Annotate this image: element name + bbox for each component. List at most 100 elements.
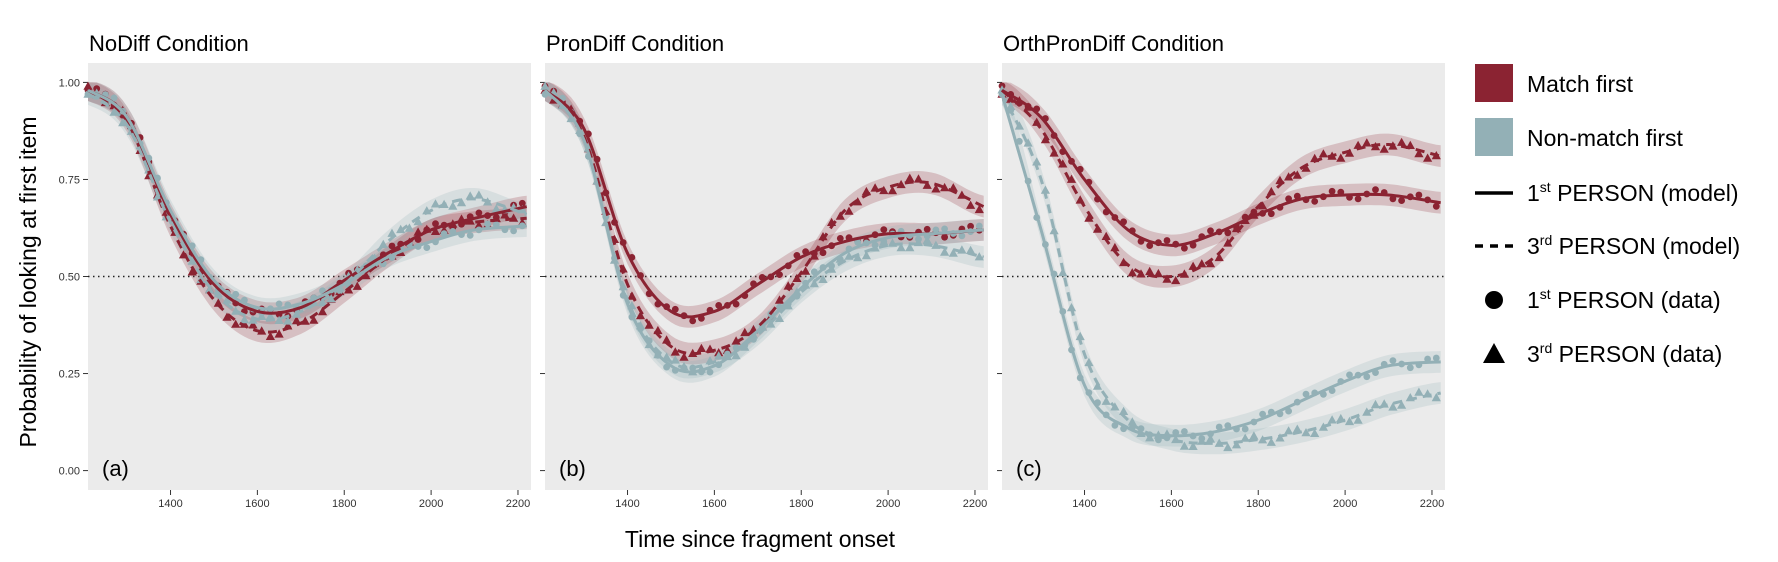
data-point-triangle bbox=[1023, 138, 1033, 147]
data-point-circle bbox=[1172, 429, 1180, 436]
data-point-circle bbox=[423, 244, 431, 252]
data-point-triangle bbox=[879, 237, 889, 246]
data-point-circle bbox=[1224, 229, 1232, 237]
data-point-triangle bbox=[1249, 431, 1259, 440]
x-tick-label: 1600 bbox=[1159, 498, 1183, 510]
data-point-circle bbox=[836, 235, 844, 242]
series-nonmatch-3rd-model-line bbox=[1000, 93, 1442, 445]
data-point-triangle bbox=[948, 248, 958, 257]
data-point-triangle bbox=[679, 352, 689, 361]
data-point-triangle bbox=[317, 297, 328, 307]
data-point-triangle bbox=[1188, 441, 1198, 450]
data-point-circle bbox=[1181, 244, 1188, 252]
panel-3: OrthPronDiff Condition 1400 1600 1800 2000 22… bbox=[997, 31, 1445, 510]
data-point-triangle bbox=[940, 247, 950, 256]
data-point-circle bbox=[1363, 373, 1371, 381]
data-point-circle bbox=[1146, 242, 1154, 250]
data-point-circle bbox=[1215, 423, 1223, 431]
legend-item-match: Match first bbox=[1475, 64, 1634, 102]
panel-title: OrthPronDiff Condition bbox=[1003, 31, 1224, 56]
data-point-triangle bbox=[257, 311, 267, 320]
legend-label: Non-match first bbox=[1527, 125, 1684, 151]
y-tick-label: 0.25 bbox=[59, 369, 80, 381]
data-point-triangle bbox=[430, 199, 441, 208]
legend-item-nonmatch: Non-match first bbox=[1475, 118, 1684, 156]
legend-item-third-model: 3rd PERSON (model) bbox=[1475, 232, 1740, 259]
data-point-circle bbox=[1302, 390, 1310, 398]
data-point-circle bbox=[1432, 354, 1440, 362]
data-point-triangle bbox=[265, 311, 275, 320]
data-point-circle bbox=[1285, 407, 1292, 415]
data-point-triangle bbox=[265, 331, 275, 340]
series-nonmatch-1st-model-line bbox=[1000, 93, 1441, 438]
panels: NoDiff Condition 1400 1600 1800 2000 2200 0.00… bbox=[59, 31, 1445, 510]
x-tick-label: 1400 bbox=[1072, 498, 1096, 510]
data-point-triangle bbox=[1066, 174, 1077, 183]
data-point-circle bbox=[941, 233, 948, 241]
data-point-circle bbox=[1432, 202, 1440, 210]
data-point-circle bbox=[1328, 187, 1336, 195]
data-point-circle bbox=[432, 220, 439, 228]
data-point-triangle bbox=[1344, 416, 1355, 426]
data-point-triangle bbox=[1145, 266, 1155, 276]
data-point-triangle bbox=[1049, 225, 1059, 235]
data-point-circle bbox=[510, 227, 517, 235]
data-point-triangle bbox=[326, 294, 336, 303]
data-point-circle bbox=[1354, 195, 1362, 203]
data-point-triangle bbox=[696, 343, 706, 352]
data-point-circle bbox=[440, 230, 448, 238]
legend-label: 1st PERSON (model) bbox=[1527, 179, 1739, 206]
data-point-triangle bbox=[1431, 392, 1441, 402]
x-tick-label: 1400 bbox=[158, 498, 182, 510]
data-point-triangle bbox=[887, 185, 898, 195]
data-point-circle bbox=[1267, 210, 1275, 218]
series-nonmatch-3rd-model-line bbox=[87, 92, 528, 322]
series-match-1st-model-line bbox=[1001, 88, 1441, 247]
data-point-circle bbox=[880, 226, 888, 234]
data-point-triangle bbox=[905, 173, 915, 182]
data-point-circle bbox=[1259, 410, 1266, 418]
y-tick-label: 0.50 bbox=[59, 272, 80, 284]
data-point-circle bbox=[1311, 198, 1319, 205]
data-point-circle bbox=[1293, 192, 1301, 200]
data-point-circle bbox=[1389, 357, 1397, 364]
data-point-triangle bbox=[430, 226, 441, 235]
data-point-triangle bbox=[714, 351, 724, 360]
series-nonmatch-3rd-model-line bbox=[543, 89, 985, 370]
legend-circle-marker bbox=[1485, 291, 1503, 309]
data-point-triangle bbox=[213, 298, 223, 307]
data-point-triangle bbox=[818, 274, 828, 283]
data-point-triangle bbox=[931, 240, 941, 249]
data-point-circle bbox=[275, 300, 283, 308]
legend-label: 1st PERSON (data) bbox=[1527, 286, 1721, 313]
data-point-triangle bbox=[248, 320, 258, 329]
data-point-triangle bbox=[731, 350, 741, 360]
data-point-circle bbox=[958, 232, 966, 240]
data-point-triangle bbox=[1370, 399, 1381, 409]
data-point-circle bbox=[854, 238, 862, 246]
data-point-triangle bbox=[474, 190, 484, 199]
data-point-triangle bbox=[1318, 149, 1328, 158]
data-point-triangle bbox=[291, 315, 302, 325]
data-point-triangle bbox=[1362, 138, 1372, 147]
data-point-triangle bbox=[1301, 163, 1311, 172]
x-tick-label: 1600 bbox=[702, 498, 726, 510]
series-match-3rd-model-line bbox=[1000, 89, 1442, 279]
panel-title: NoDiff Condition bbox=[89, 31, 249, 56]
data-point-triangle bbox=[1258, 435, 1268, 444]
data-point-triangle bbox=[1205, 259, 1216, 268]
data-point-triangle bbox=[352, 281, 362, 290]
data-point-triangle bbox=[905, 242, 915, 252]
data-point-triangle bbox=[809, 251, 819, 260]
data-point-triangle bbox=[274, 315, 284, 324]
data-point-triangle bbox=[83, 81, 93, 90]
legend-item-first-data: 1st PERSON (data) bbox=[1485, 286, 1721, 313]
panel-label: (a) bbox=[102, 456, 129, 481]
data-point-triangle bbox=[1310, 428, 1320, 437]
data-point-triangle bbox=[740, 327, 750, 337]
data-point-circle bbox=[923, 225, 931, 233]
data-point-triangle bbox=[404, 223, 414, 232]
data-point-triangle bbox=[1231, 440, 1242, 449]
data-point-triangle bbox=[1284, 426, 1294, 435]
